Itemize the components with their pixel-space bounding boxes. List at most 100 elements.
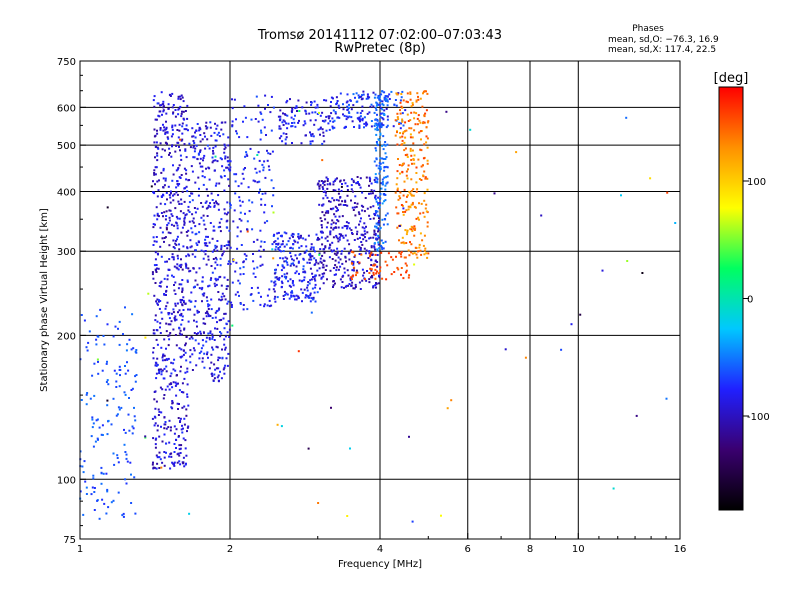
data-point xyxy=(163,394,166,396)
data-point xyxy=(176,402,179,405)
data-point xyxy=(187,404,190,407)
data-point xyxy=(328,247,331,250)
data-point xyxy=(378,275,380,277)
data-point xyxy=(106,490,109,493)
data-point xyxy=(272,288,275,291)
data-point xyxy=(205,242,208,245)
data-point xyxy=(201,357,204,360)
data-point xyxy=(172,275,175,278)
data-point xyxy=(175,447,177,449)
data-point xyxy=(132,347,135,350)
data-point xyxy=(333,119,336,122)
data-point xyxy=(177,435,180,437)
data-point xyxy=(333,199,336,202)
data-point xyxy=(337,116,340,119)
data-point xyxy=(223,338,226,341)
data-point xyxy=(209,279,212,281)
data-point xyxy=(156,320,159,323)
data-point xyxy=(408,190,411,193)
data-point xyxy=(173,247,176,250)
data-point xyxy=(205,167,207,170)
data-point xyxy=(368,252,371,255)
data-point xyxy=(176,302,179,305)
data-point xyxy=(422,157,425,160)
data-point xyxy=(155,338,158,341)
data-point xyxy=(289,252,292,254)
data-point xyxy=(341,262,344,265)
data-point xyxy=(212,379,215,382)
data-point xyxy=(183,216,186,219)
data-point xyxy=(339,92,342,95)
data-point xyxy=(216,124,219,127)
data-point xyxy=(187,229,190,232)
data-point xyxy=(241,172,244,175)
data-point xyxy=(319,287,321,290)
data-point xyxy=(165,370,168,373)
data-point xyxy=(191,231,194,234)
data-point xyxy=(334,226,337,229)
data-point xyxy=(153,128,156,131)
data-point xyxy=(239,211,242,214)
data-point xyxy=(367,97,370,100)
data-point xyxy=(355,182,358,185)
data-point xyxy=(353,239,356,241)
data-point xyxy=(286,127,289,130)
data-point xyxy=(124,306,126,309)
data-point xyxy=(183,328,186,331)
data-point xyxy=(371,253,374,256)
data-point xyxy=(217,356,220,359)
data-point xyxy=(197,332,200,335)
data-point xyxy=(177,136,180,139)
data-point xyxy=(128,397,130,399)
data-point xyxy=(354,254,357,257)
data-point xyxy=(383,96,386,99)
data-point xyxy=(90,493,93,496)
data-point xyxy=(346,194,349,197)
data-point xyxy=(215,258,218,261)
data-point xyxy=(350,276,353,279)
data-point xyxy=(377,124,380,127)
data-point xyxy=(316,269,319,272)
data-point xyxy=(326,187,329,190)
data-point xyxy=(224,346,227,349)
data-point xyxy=(176,238,178,241)
data-point xyxy=(125,453,128,456)
data-point xyxy=(411,203,414,206)
data-point xyxy=(152,437,155,440)
data-point xyxy=(257,120,260,123)
x-axis-label: Frequency [MHz] xyxy=(338,559,422,570)
data-point xyxy=(291,291,294,294)
data-point xyxy=(118,320,121,323)
data-point xyxy=(226,166,229,169)
data-point xyxy=(332,286,334,288)
data-point xyxy=(379,157,382,160)
data-point xyxy=(332,221,335,224)
data-point xyxy=(601,269,604,272)
data-point xyxy=(376,261,379,263)
data-point xyxy=(299,236,302,239)
data-point xyxy=(169,232,172,235)
data-point xyxy=(91,416,94,419)
data-point xyxy=(167,313,170,316)
data-point xyxy=(322,248,325,251)
data-point xyxy=(162,169,165,172)
data-point xyxy=(226,160,229,163)
data-point xyxy=(194,136,197,139)
data-point xyxy=(311,255,314,258)
data-point xyxy=(348,243,351,246)
data-point xyxy=(274,280,277,283)
data-point xyxy=(339,180,342,183)
data-point xyxy=(133,406,135,409)
data-point xyxy=(344,256,347,259)
data-point xyxy=(278,119,281,122)
data-point xyxy=(405,271,408,274)
data-point xyxy=(332,284,335,287)
data-point xyxy=(156,363,159,366)
data-point xyxy=(305,101,308,104)
data-point xyxy=(252,260,255,263)
data-point xyxy=(131,425,134,428)
data-point xyxy=(106,399,109,402)
data-point xyxy=(130,502,133,504)
data-point xyxy=(159,202,162,205)
data-point xyxy=(221,356,224,359)
